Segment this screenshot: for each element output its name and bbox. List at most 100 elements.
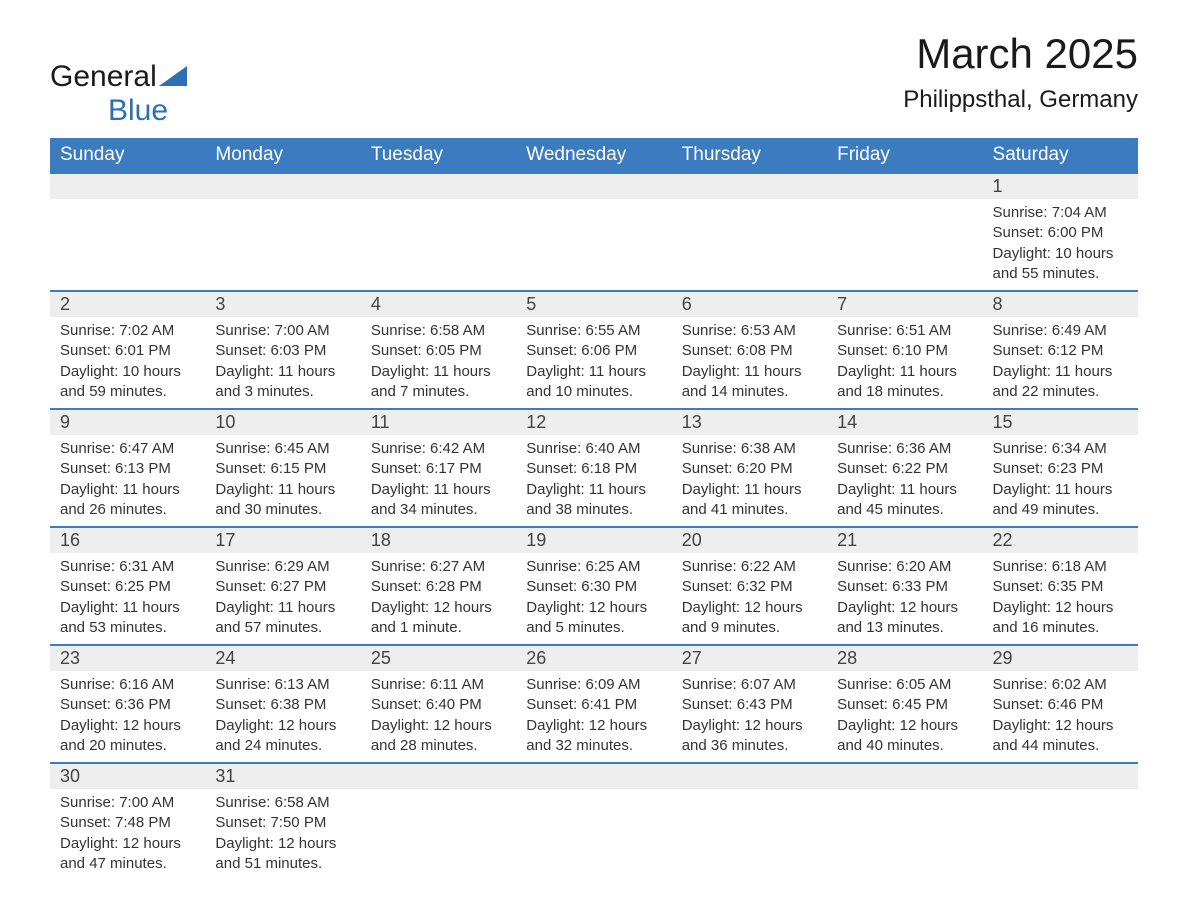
day-number-cell: 8: [983, 291, 1138, 317]
daylight-text: Daylight: 12 hours and 13 minutes.: [837, 598, 972, 639]
sunset-text: Sunset: 6:41 PM: [526, 695, 661, 715]
sunrise-text: Sunrise: 6:18 AM: [993, 557, 1128, 577]
day-detail-cell: Sunrise: 6:22 AMSunset: 6:32 PMDaylight:…: [672, 553, 827, 645]
day-number-cell: [205, 173, 360, 199]
sunset-text: Sunset: 6:25 PM: [60, 577, 195, 597]
day-number-cell: 18: [361, 527, 516, 553]
day-number-row: 23242526272829: [50, 645, 1138, 671]
day-number-cell: 14: [827, 409, 982, 435]
month-title: March 2025: [903, 30, 1138, 78]
sunrise-text: Sunrise: 6:49 AM: [993, 321, 1128, 341]
sunset-text: Sunset: 6:17 PM: [371, 459, 506, 479]
day-detail-cell: Sunrise: 6:27 AMSunset: 6:28 PMDaylight:…: [361, 553, 516, 645]
sunrise-text: Sunrise: 6:42 AM: [371, 439, 506, 459]
day-number-cell: 16: [50, 527, 205, 553]
day-detail-cell: Sunrise: 6:25 AMSunset: 6:30 PMDaylight:…: [516, 553, 671, 645]
weekday-header: Thursday: [672, 138, 827, 173]
sunrise-text: Sunrise: 6:36 AM: [837, 439, 972, 459]
day-number-cell: 24: [205, 645, 360, 671]
day-detail-cell: Sunrise: 6:20 AMSunset: 6:33 PMDaylight:…: [827, 553, 982, 645]
day-number-cell: 2: [50, 291, 205, 317]
day-detail-cell: Sunrise: 6:45 AMSunset: 6:15 PMDaylight:…: [205, 435, 360, 527]
day-number-cell: 27: [672, 645, 827, 671]
daylight-text: Daylight: 11 hours and 18 minutes.: [837, 362, 972, 403]
sunrise-text: Sunrise: 7:02 AM: [60, 321, 195, 341]
day-number-cell: 17: [205, 527, 360, 553]
day-detail-cell: Sunrise: 6:42 AMSunset: 6:17 PMDaylight:…: [361, 435, 516, 527]
sunrise-text: Sunrise: 6:22 AM: [682, 557, 817, 577]
day-detail-cell: Sunrise: 6:29 AMSunset: 6:27 PMDaylight:…: [205, 553, 360, 645]
day-detail-cell: Sunrise: 7:00 AMSunset: 6:03 PMDaylight:…: [205, 317, 360, 409]
day-detail-cell: Sunrise: 6:05 AMSunset: 6:45 PMDaylight:…: [827, 671, 982, 763]
sunset-text: Sunset: 6:15 PM: [215, 459, 350, 479]
day-number-cell: 12: [516, 409, 671, 435]
daylight-text: Daylight: 12 hours and 20 minutes.: [60, 716, 195, 757]
day-detail-row: Sunrise: 7:00 AMSunset: 7:48 PMDaylight:…: [50, 789, 1138, 880]
day-detail-cell: [827, 199, 982, 291]
sunrise-text: Sunrise: 6:29 AM: [215, 557, 350, 577]
sunrise-text: Sunrise: 6:07 AM: [682, 675, 817, 695]
day-number-cell: 6: [672, 291, 827, 317]
day-number-cell: [827, 763, 982, 789]
daylight-text: Daylight: 11 hours and 10 minutes.: [526, 362, 661, 403]
sunset-text: Sunset: 6:43 PM: [682, 695, 817, 715]
logo-triangle-icon: [159, 60, 187, 94]
day-number-cell: 3: [205, 291, 360, 317]
daylight-text: Daylight: 11 hours and 57 minutes.: [215, 598, 350, 639]
sunset-text: Sunset: 6:20 PM: [682, 459, 817, 479]
day-number-row: 3031: [50, 763, 1138, 789]
daylight-text: Daylight: 11 hours and 49 minutes.: [993, 480, 1128, 521]
day-detail-cell: [827, 789, 982, 880]
day-detail-cell: [672, 199, 827, 291]
daylight-text: Daylight: 11 hours and 7 minutes.: [371, 362, 506, 403]
sunset-text: Sunset: 6:40 PM: [371, 695, 506, 715]
daylight-text: Daylight: 12 hours and 44 minutes.: [993, 716, 1128, 757]
daylight-text: Daylight: 12 hours and 47 minutes.: [60, 834, 195, 875]
day-number-cell: [672, 763, 827, 789]
day-detail-cell: Sunrise: 6:36 AMSunset: 6:22 PMDaylight:…: [827, 435, 982, 527]
daylight-text: Daylight: 12 hours and 40 minutes.: [837, 716, 972, 757]
sunrise-text: Sunrise: 6:09 AM: [526, 675, 661, 695]
day-number-cell: [827, 173, 982, 199]
day-number-cell: 13: [672, 409, 827, 435]
day-number-cell: [672, 173, 827, 199]
sunrise-text: Sunrise: 6:38 AM: [682, 439, 817, 459]
daylight-text: Daylight: 11 hours and 53 minutes.: [60, 598, 195, 639]
day-detail-cell: Sunrise: 6:34 AMSunset: 6:23 PMDaylight:…: [983, 435, 1138, 527]
sunrise-text: Sunrise: 6:16 AM: [60, 675, 195, 695]
calendar-table: SundayMondayTuesdayWednesdayThursdayFrid…: [50, 138, 1138, 880]
daylight-text: Daylight: 12 hours and 9 minutes.: [682, 598, 817, 639]
sunrise-text: Sunrise: 6:45 AM: [215, 439, 350, 459]
sunset-text: Sunset: 6:23 PM: [993, 459, 1128, 479]
daylight-text: Daylight: 11 hours and 45 minutes.: [837, 480, 972, 521]
daylight-text: Daylight: 11 hours and 14 minutes.: [682, 362, 817, 403]
sunset-text: Sunset: 6:12 PM: [993, 341, 1128, 361]
day-number-cell: 9: [50, 409, 205, 435]
day-detail-cell: Sunrise: 7:00 AMSunset: 7:48 PMDaylight:…: [50, 789, 205, 880]
day-number-cell: 25: [361, 645, 516, 671]
daylight-text: Daylight: 12 hours and 32 minutes.: [526, 716, 661, 757]
sunrise-text: Sunrise: 7:00 AM: [215, 321, 350, 341]
sunrise-text: Sunrise: 7:04 AM: [993, 203, 1128, 223]
sunrise-text: Sunrise: 6:58 AM: [215, 793, 350, 813]
day-detail-cell: [361, 199, 516, 291]
day-detail-cell: Sunrise: 6:58 AMSunset: 7:50 PMDaylight:…: [205, 789, 360, 880]
daylight-text: Daylight: 12 hours and 5 minutes.: [526, 598, 661, 639]
day-number-row: 16171819202122: [50, 527, 1138, 553]
day-number-cell: 21: [827, 527, 982, 553]
sunset-text: Sunset: 6:32 PM: [682, 577, 817, 597]
day-detail-row: Sunrise: 6:31 AMSunset: 6:25 PMDaylight:…: [50, 553, 1138, 645]
day-number-cell: 11: [361, 409, 516, 435]
sunset-text: Sunset: 7:48 PM: [60, 813, 195, 833]
sunrise-text: Sunrise: 6:11 AM: [371, 675, 506, 695]
sunrise-text: Sunrise: 6:13 AM: [215, 675, 350, 695]
day-detail-cell: [516, 199, 671, 291]
day-detail-cell: [516, 789, 671, 880]
daylight-text: Daylight: 12 hours and 16 minutes.: [993, 598, 1128, 639]
sunset-text: Sunset: 6:18 PM: [526, 459, 661, 479]
day-number-cell: 26: [516, 645, 671, 671]
day-detail-cell: Sunrise: 6:40 AMSunset: 6:18 PMDaylight:…: [516, 435, 671, 527]
day-number-row: 9101112131415: [50, 409, 1138, 435]
day-number-cell: [361, 763, 516, 789]
sunrise-text: Sunrise: 6:20 AM: [837, 557, 972, 577]
